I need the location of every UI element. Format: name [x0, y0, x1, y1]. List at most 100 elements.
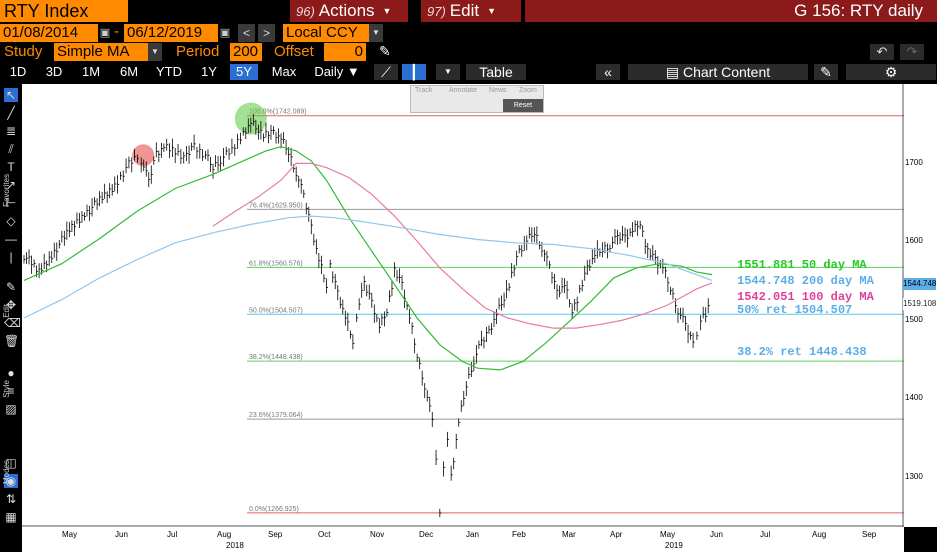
price-bar — [687, 324, 690, 344]
calendar-icon[interactable]: ▣ — [219, 27, 231, 39]
price-bar — [439, 508, 442, 518]
price-bar — [584, 265, 587, 281]
ruler-tool-icon[interactable]: ⊢ — [5, 196, 17, 210]
reset-button[interactable]: Reset — [503, 99, 543, 112]
period-3d[interactable]: 3D — [45, 64, 63, 79]
chart-type-dropdown-icon[interactable]: ▼ — [436, 64, 460, 80]
pencil-icon[interactable]: ✎ — [379, 43, 391, 59]
arrow-tool-icon[interactable]: ↗ — [5, 178, 17, 192]
price-bar — [313, 233, 316, 246]
actions-menu[interactable]: 96) Actions ▼ — [290, 0, 408, 22]
vline-tool-icon[interactable]: | — [9, 250, 13, 264]
next-arrow-icon[interactable]: > — [258, 24, 275, 42]
hline-tool-icon[interactable]: — — [5, 232, 17, 246]
chart-content-button[interactable]: ▤ Chart Content — [628, 64, 808, 80]
ticker-field[interactable]: RTY Index — [0, 0, 128, 22]
price-bar — [225, 146, 228, 156]
text-tool-icon[interactable]: T — [7, 160, 15, 174]
currency-dropdown-icon[interactable]: ▼ — [369, 24, 383, 42]
price-bar — [642, 225, 645, 238]
prev-arrow-icon[interactable]: < — [238, 24, 255, 42]
price-bar — [295, 166, 298, 182]
table-button[interactable]: Table — [466, 64, 526, 80]
shape-tool-icon[interactable]: ◇ — [6, 214, 16, 228]
price-bar — [183, 151, 186, 164]
channel-tool-icon[interactable]: ⫽ — [8, 142, 14, 156]
collapse-icon[interactable]: « — [596, 64, 620, 80]
period-max[interactable]: Max — [271, 64, 297, 79]
line-chart-icon[interactable]: ⟋ — [374, 64, 398, 80]
zoom-button[interactable]: Zoom — [519, 87, 537, 94]
period-5y[interactable]: 5Y — [230, 64, 258, 80]
price-bar — [99, 191, 102, 207]
x-tick-label: Dec — [419, 530, 434, 539]
edit-chart-icon[interactable]: ✎ — [814, 64, 838, 80]
price-bar — [536, 226, 539, 245]
line-tool-icon[interactable]: ╱ — [7, 106, 15, 120]
study-dropdown-icon[interactable]: ▼ — [148, 43, 162, 61]
price-bar — [131, 157, 134, 173]
offset-field[interactable]: 0 — [324, 43, 366, 61]
track-button[interactable]: Track — [415, 87, 433, 94]
start-date-field[interactable]: 01/08/2014 — [0, 24, 98, 42]
x-tick-label: Jul — [167, 530, 178, 539]
settings-icon[interactable]: ⚙ — [846, 64, 936, 80]
price-bar — [58, 240, 61, 249]
price-bar — [356, 313, 359, 323]
style-fill-icon[interactable]: ▨ — [5, 402, 17, 416]
style-color-icon[interactable]: ● — [7, 366, 15, 380]
end-date-field[interactable]: 06/12/2019 — [124, 24, 218, 42]
period-ytd[interactable]: YTD — [156, 64, 182, 79]
fib-tool-icon[interactable]: ≣ — [5, 124, 17, 138]
redo-icon[interactable]: ↷ — [900, 44, 924, 60]
draw-tool-icon[interactable]: ✎ — [5, 280, 17, 294]
price-bar — [591, 249, 594, 265]
price-bar — [564, 278, 567, 294]
price-bar — [455, 433, 458, 449]
news-button[interactable]: News — [489, 87, 507, 94]
style-side-label: Style — [2, 380, 11, 398]
trash-icon[interactable]: 🗑 — [4, 334, 20, 348]
x-tick-label: Jun — [710, 530, 723, 539]
style-line-icon[interactable]: ≡ — [7, 384, 15, 398]
mode-grid-icon[interactable]: ▦ — [5, 510, 17, 524]
calendar-icon[interactable]: ▣ — [99, 27, 111, 39]
price-bar — [180, 149, 183, 165]
price-bar — [421, 370, 424, 386]
price-bar — [458, 418, 461, 427]
currency-field[interactable]: Local CCY — [283, 24, 369, 42]
price-bar — [629, 228, 632, 237]
period-field[interactable]: 200 — [230, 43, 262, 61]
chart-plot-area[interactable]: 100.0%(1742.089) 76.4%(1629.950) 61.8%(156… — [22, 84, 904, 527]
price-bar — [533, 227, 536, 243]
edit-menu[interactable]: 97) Edit ▼ — [421, 0, 521, 22]
period-1y[interactable]: 1Y — [201, 64, 217, 79]
price-bar — [43, 253, 46, 269]
mode-active-icon[interactable]: ◉ — [4, 474, 18, 488]
period-label: Period — [176, 43, 220, 60]
price-bar — [589, 259, 592, 271]
price-bar — [74, 220, 77, 236]
chart-title: G 156: RTY daily — [525, 0, 937, 22]
annotate-button[interactable]: Annotate — [449, 87, 478, 94]
daily-dropdown[interactable]: Daily ▼ — [314, 64, 360, 79]
price-bar — [288, 147, 291, 163]
eraser-icon[interactable]: ⌫ — [4, 316, 21, 330]
price-bar — [53, 242, 56, 258]
edit-label: Edit — [449, 1, 480, 20]
price-bar — [56, 242, 59, 261]
mode-alt-icon[interactable]: ⇅ — [5, 492, 17, 506]
move-icon[interactable]: ✥ — [5, 298, 17, 312]
price-bar — [419, 357, 422, 370]
undo-icon[interactable]: ↶ — [870, 44, 894, 60]
mode-icon[interactable]: ◫ — [5, 456, 17, 470]
bar-chart-icon[interactable]: ┃ — [402, 64, 426, 80]
period-1d[interactable]: 1D — [9, 64, 27, 79]
period-6m[interactable]: 6M — [119, 64, 139, 79]
period-1m[interactable]: 1M — [81, 64, 101, 79]
pointer-icon[interactable]: ↖ — [4, 88, 18, 102]
study-field[interactable]: Simple MA — [54, 43, 148, 61]
price-bar — [707, 298, 710, 314]
price-bar — [303, 189, 306, 199]
actions-label: Actions — [318, 1, 375, 20]
